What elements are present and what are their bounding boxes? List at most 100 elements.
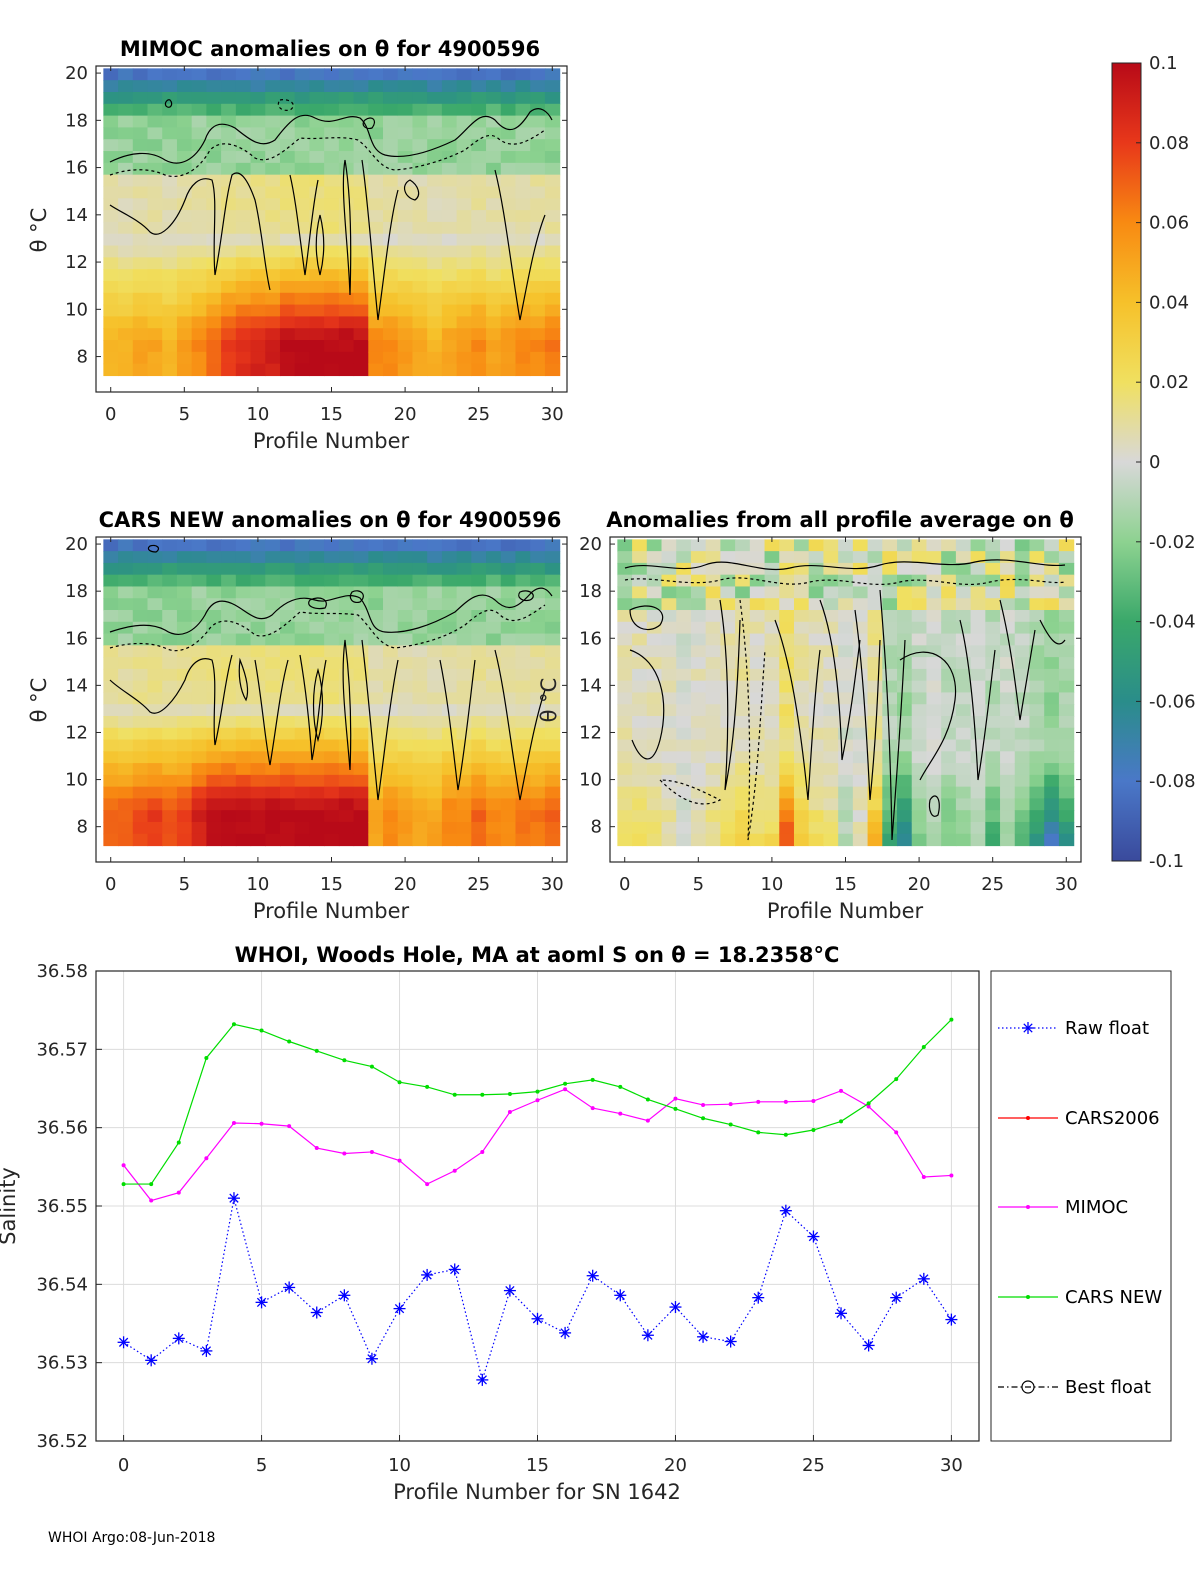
heatmap-cell	[427, 610, 443, 623]
heatmap-cell	[324, 692, 340, 705]
data-point	[287, 1124, 292, 1129]
heatmap-cell	[397, 680, 414, 694]
heatmap-cell	[206, 551, 222, 564]
heatmap-cell	[191, 692, 207, 705]
heatmap-cell	[500, 586, 517, 599]
heatmap-cell	[486, 774, 502, 788]
heatmap-cell	[661, 610, 677, 623]
heatmap-cell	[456, 727, 472, 741]
heatmap-cell	[1058, 715, 1075, 729]
heatmap-cell	[103, 186, 119, 199]
heatmap-cell	[661, 598, 677, 611]
heatmap-cell	[383, 551, 399, 564]
heatmap-cell	[456, 351, 472, 365]
heatmap-cell	[265, 574, 281, 588]
heatmap-cell	[412, 833, 428, 847]
heatmap-cell	[250, 810, 266, 823]
heatmap-cell	[456, 657, 472, 670]
heatmap-cell	[779, 821, 795, 835]
heatmap-cell	[690, 833, 707, 847]
heatmap-cell	[265, 68, 281, 81]
heatmap-cell	[132, 151, 149, 164]
heatmap-cell	[294, 551, 311, 564]
heatmap-cell	[206, 139, 222, 152]
heatmap-cell	[500, 821, 517, 835]
heatmap-cell	[486, 233, 502, 247]
star-marker-part	[643, 1330, 653, 1340]
heatmap-cell	[441, 833, 458, 847]
heatmap-cell	[132, 351, 149, 365]
heatmap-cell	[897, 562, 913, 576]
heatmap-cell	[646, 633, 663, 646]
x-tick-label: 25	[981, 874, 1004, 895]
heatmap-cell	[191, 280, 207, 294]
star-marker-part	[863, 1340, 874, 1351]
heatmap-cell	[985, 586, 1001, 599]
x-tick-label: 10	[246, 404, 269, 425]
heatmap-cell	[427, 340, 443, 353]
heatmap-cell	[147, 551, 163, 564]
heatmap-cell	[632, 633, 648, 646]
data-point	[728, 1122, 733, 1127]
heatmap-cell	[530, 257, 546, 270]
heatmap-cell	[970, 633, 986, 646]
heatmap-cell	[162, 174, 178, 188]
heatmap-cell	[823, 680, 839, 694]
heatmap-cell	[926, 739, 942, 752]
heatmap-cell	[1058, 598, 1075, 611]
heatmap-cell	[279, 269, 296, 282]
heatmap-cell	[397, 763, 414, 776]
heatmap-cell	[147, 727, 163, 741]
heatmap-cell	[1014, 645, 1031, 658]
heatmap-cell	[147, 245, 163, 258]
heatmap-cell	[397, 833, 414, 847]
heatmap-cell	[735, 739, 751, 752]
heatmap-cell	[250, 328, 266, 341]
heatmap-cell	[632, 645, 648, 658]
heatmap-cell	[544, 91, 561, 105]
heatmap-cell	[544, 562, 561, 576]
heatmap-cell	[985, 798, 1001, 811]
heatmap-cell	[646, 680, 663, 694]
heatmap-cell	[646, 786, 663, 800]
heatmap-cell	[764, 668, 780, 682]
heatmap-cell	[132, 551, 149, 564]
heatmap-cell	[383, 645, 399, 658]
heatmap-cell	[852, 763, 869, 776]
heatmap-cell	[412, 292, 428, 306]
heatmap-cell	[412, 269, 428, 282]
heatmap-cell	[265, 91, 281, 105]
heatmap-cell	[970, 786, 986, 800]
heatmap-cell	[103, 586, 119, 599]
data-point	[452, 1168, 457, 1173]
heatmap-cell	[294, 798, 311, 811]
star-marker-part	[615, 1290, 625, 1300]
heatmap-cell	[383, 727, 399, 741]
heatmap-cell	[486, 68, 502, 81]
heatmap-cell	[486, 115, 502, 129]
heatmap-cell	[749, 798, 766, 811]
salinity-series	[117, 1017, 958, 1386]
heatmap-cell	[617, 704, 633, 717]
heatmap-cell	[294, 598, 311, 611]
heatmap-cell	[383, 598, 399, 611]
heatmap-cell	[515, 692, 531, 705]
heatmap-cell	[412, 715, 428, 729]
heatmap-cell	[530, 610, 546, 623]
heatmap-cell	[764, 657, 780, 670]
heatmap-cell	[749, 763, 766, 776]
heatmap-cell	[294, 174, 311, 188]
heatmap-cell	[309, 774, 325, 788]
heatmap-cell	[544, 328, 561, 341]
heatmap-cell	[661, 645, 677, 658]
heatmap-cell	[705, 739, 721, 752]
heatmap-cell	[955, 621, 972, 635]
heatmap-cell	[808, 751, 825, 764]
data-point	[121, 1163, 126, 1168]
heatmap-cell	[690, 774, 707, 788]
heatmap-cell	[176, 221, 193, 235]
heatmap-cell	[735, 645, 751, 658]
heatmap-cell	[1029, 657, 1045, 670]
heatmap-cell	[471, 727, 487, 741]
heatmap-cell	[735, 798, 751, 811]
